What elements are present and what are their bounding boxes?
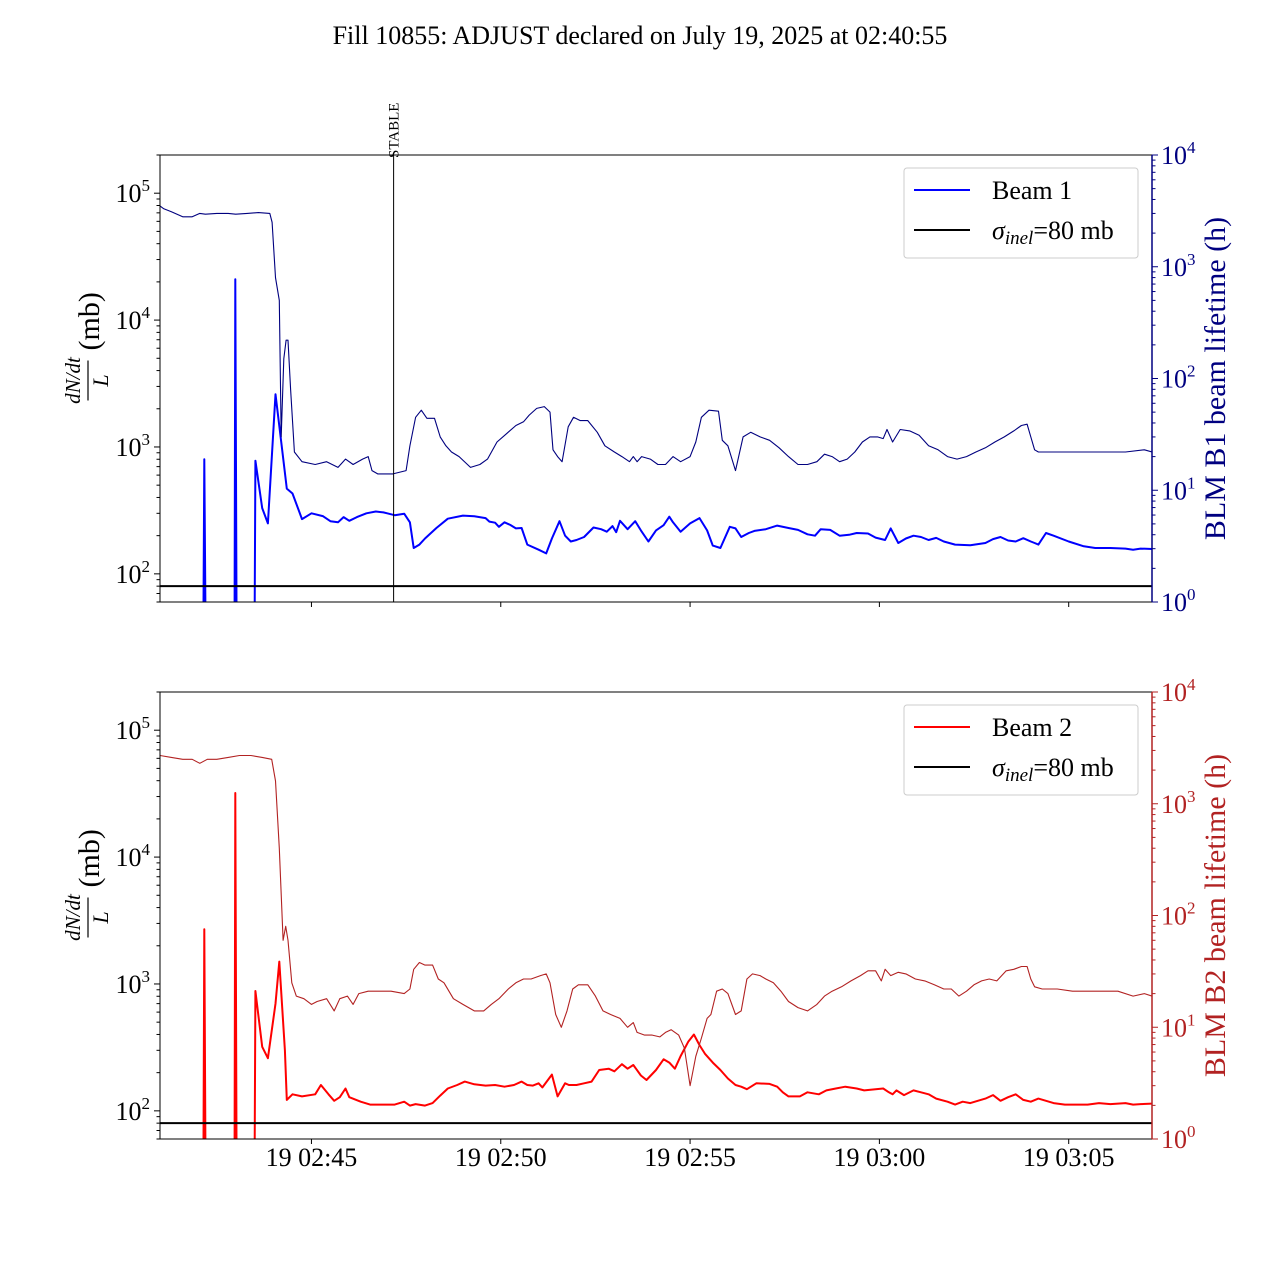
beam2-legend: Beam 2 σinel=80 mb bbox=[903, 704, 1139, 796]
beam2-right-axis: 100 101 102 103 104 BLM B2 beam lifetime (h) bbox=[1151, 675, 1232, 1154]
x-tick-label: 19 03:00 bbox=[834, 1143, 926, 1172]
x-tick-label: 19 02:45 bbox=[266, 1143, 358, 1172]
right-tick-label: 103 bbox=[1161, 787, 1196, 819]
beam2-plot-area bbox=[160, 754, 1152, 1139]
x-tick-label: 19 03:05 bbox=[1023, 1143, 1115, 1172]
ylabel-denominator: L bbox=[88, 911, 113, 924]
right-tick-label: 104 bbox=[1161, 675, 1196, 707]
beam2-left-axis-label: dN/dt L (mb) bbox=[61, 829, 113, 941]
stable-marker-label: STABLE bbox=[387, 103, 403, 158]
figure-title: Fill 10855: ADJUST declared on July 19, … bbox=[333, 21, 948, 50]
beam1-left-axis: 102 103 104 105 bbox=[116, 154, 160, 603]
right-tick-label: 104 bbox=[1161, 138, 1196, 170]
beam1-plot-area bbox=[160, 205, 1152, 602]
ylabel-unit: (mb) bbox=[73, 292, 106, 350]
beam1-left-axis-label: dN/dt L (mb) bbox=[61, 292, 113, 404]
x-tick-label: 19 02:50 bbox=[455, 1143, 547, 1172]
left-tick-label: 102 bbox=[116, 1094, 151, 1126]
legend-label-beam: Beam 2 bbox=[992, 713, 1072, 742]
right-tick-label: 102 bbox=[1161, 899, 1196, 931]
left-tick-label: 104 bbox=[116, 303, 151, 335]
x-tick-label: 19 02:55 bbox=[644, 1143, 736, 1172]
beam1-losses-series bbox=[202, 278, 1152, 602]
ylabel-unit: (mb) bbox=[73, 829, 106, 887]
beam1-legend: Beam 1 σinel=80 mb bbox=[903, 167, 1139, 259]
beam1-right-axis-label: BLM B1 beam lifetime (h) bbox=[1199, 217, 1232, 540]
ylabel-denominator: L bbox=[88, 374, 113, 387]
beam2-right-axis-label: BLM B2 beam lifetime (h) bbox=[1199, 754, 1232, 1077]
left-tick-label: 102 bbox=[116, 557, 151, 589]
right-tick-label: 100 bbox=[1161, 1122, 1196, 1154]
beam1-lifetime-series bbox=[160, 205, 1152, 475]
beam2-left-axis: 102 103 104 105 bbox=[116, 691, 160, 1140]
beam1-panel: STABLE 102 103 104 105 dN/dt L (mb) 100 101 102 103… bbox=[61, 103, 1232, 617]
left-tick-label: 103 bbox=[116, 967, 151, 999]
right-tick-label: 103 bbox=[1161, 250, 1196, 282]
beam2-lifetime-series bbox=[160, 754, 1152, 1087]
beam2-panel: 102 103 104 105 dN/dt L (mb) 100 101 102 103 104 BLM… bbox=[61, 675, 1232, 1172]
ylabel-numerator: dN/dt bbox=[61, 356, 85, 404]
left-tick-label: 105 bbox=[116, 713, 151, 745]
ylabel-numerator: dN/dt bbox=[61, 893, 85, 941]
beam1-right-axis: 100 101 102 103 104 BLM B1 beam lifetime (h) bbox=[1151, 138, 1232, 617]
left-tick-label: 103 bbox=[116, 430, 151, 462]
right-tick-label: 100 bbox=[1161, 585, 1196, 617]
right-tick-label: 101 bbox=[1161, 1010, 1196, 1042]
legend-label-sigma: σinel=80 mb bbox=[992, 216, 1114, 249]
legend-label-beam: Beam 1 bbox=[992, 176, 1072, 205]
legend-label-sigma: σinel=80 mb bbox=[992, 753, 1114, 786]
left-tick-label: 105 bbox=[116, 176, 151, 208]
left-tick-label: 104 bbox=[116, 840, 151, 872]
right-tick-label: 101 bbox=[1161, 473, 1196, 505]
right-tick-label: 102 bbox=[1161, 362, 1196, 394]
beam2-losses-series bbox=[202, 792, 1152, 1139]
